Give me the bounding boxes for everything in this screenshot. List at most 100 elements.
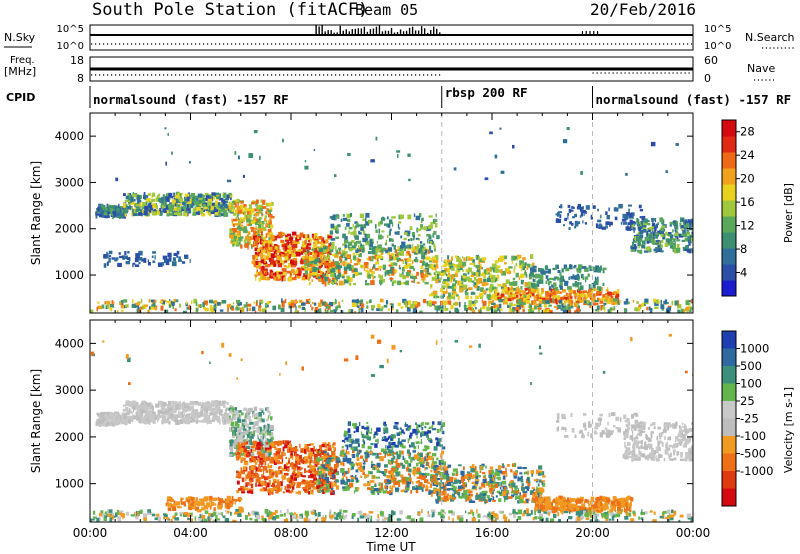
echo-cell xyxy=(221,400,226,405)
echo-cell xyxy=(341,299,344,303)
echo-cell xyxy=(290,247,295,251)
echo-cell xyxy=(532,279,536,282)
echo-cell xyxy=(647,223,651,226)
echo-cell xyxy=(272,487,277,490)
echo-cell xyxy=(267,243,270,248)
echo-cell xyxy=(177,259,182,262)
echo-cell xyxy=(336,213,339,219)
echo-cell xyxy=(306,267,311,271)
echo-cell xyxy=(188,161,191,164)
echo-cell xyxy=(567,294,570,298)
echo-cell xyxy=(257,484,262,487)
echo-cell xyxy=(562,279,566,282)
echo-cell xyxy=(107,422,109,425)
echo-cell xyxy=(479,309,482,313)
echo-cell xyxy=(311,248,316,251)
echo-cell xyxy=(135,411,137,417)
echo-cell xyxy=(128,401,134,406)
echo-cell xyxy=(481,267,483,270)
echo-cell xyxy=(97,206,100,212)
echo-cell xyxy=(509,293,515,299)
echo-cell xyxy=(447,300,452,305)
echo-cell xyxy=(274,246,278,250)
echo-cell xyxy=(403,237,407,241)
echo-cell xyxy=(371,246,377,249)
echo-cell xyxy=(136,198,140,203)
echo-cell xyxy=(264,439,268,443)
echo-cell xyxy=(186,413,191,418)
echo-cell xyxy=(118,214,124,219)
echo-cell xyxy=(584,267,589,272)
echo-cell xyxy=(277,260,280,264)
echo-cell xyxy=(395,309,399,313)
echo-cell xyxy=(281,467,287,472)
echo-cell xyxy=(595,278,598,281)
echo-cell xyxy=(249,460,252,463)
echo-cell xyxy=(235,217,237,220)
echo-cell xyxy=(292,479,294,483)
echo-cell xyxy=(313,446,315,451)
echo-cell xyxy=(269,241,273,246)
echo-cell xyxy=(414,259,419,263)
echo-cell xyxy=(285,265,289,269)
echo-cell xyxy=(168,409,170,414)
echo-cell xyxy=(613,301,618,305)
echo-cell xyxy=(644,218,648,224)
echo-cell xyxy=(169,415,173,419)
echo-cell xyxy=(115,257,119,260)
echo-cell xyxy=(144,407,149,411)
echo-cell xyxy=(541,287,544,293)
echo-cell xyxy=(436,271,442,276)
echo-cell xyxy=(259,457,264,461)
echo-cell xyxy=(232,228,238,233)
echo-cell xyxy=(371,255,375,259)
echo-cell xyxy=(248,440,251,445)
echo-cell xyxy=(605,211,608,215)
echo-cell xyxy=(455,280,458,284)
echo-cell xyxy=(393,269,398,273)
echo-cell xyxy=(377,254,382,259)
echo-cell xyxy=(534,298,536,302)
echo-cell xyxy=(522,280,524,282)
echo-cell xyxy=(307,234,309,239)
echo-cell xyxy=(603,295,605,298)
echo-cell xyxy=(256,218,259,224)
echo-cell xyxy=(296,251,301,257)
echo-cell xyxy=(465,295,469,300)
echo-cell xyxy=(282,244,285,250)
echo-cell xyxy=(417,234,421,237)
echo-cell xyxy=(257,467,261,472)
echo-cell xyxy=(542,300,546,305)
echo-cell xyxy=(537,307,542,310)
echo-cell xyxy=(514,265,516,269)
echo-cell xyxy=(243,457,246,461)
echo-cell xyxy=(397,280,402,286)
echo-cell xyxy=(123,209,128,214)
echo-cell xyxy=(251,474,255,477)
echo-cell xyxy=(602,282,605,286)
echo-cell xyxy=(449,310,451,313)
echo-cell xyxy=(125,412,130,416)
echo-cell xyxy=(144,205,149,211)
echo-cell xyxy=(228,192,232,196)
echo-cell xyxy=(365,280,367,283)
echo-cell xyxy=(131,303,137,308)
echo-cell xyxy=(195,410,199,415)
echo-cell xyxy=(330,272,335,278)
echo-cell xyxy=(556,304,561,310)
echo-cell xyxy=(412,307,417,313)
echo-cell xyxy=(405,301,407,306)
echo-cell xyxy=(427,249,430,254)
echo-cell xyxy=(107,422,111,425)
echo-cell xyxy=(515,262,518,267)
echo-cell xyxy=(275,451,281,456)
echo-cell xyxy=(473,282,478,287)
echo-cell xyxy=(271,263,277,267)
echo-cell xyxy=(169,212,173,216)
echo-cell xyxy=(322,273,326,278)
echo-cell xyxy=(260,427,262,433)
echo-cell xyxy=(258,228,263,233)
echo-cell xyxy=(569,288,572,292)
echo-cell xyxy=(302,475,306,478)
echo-cell xyxy=(572,276,575,280)
